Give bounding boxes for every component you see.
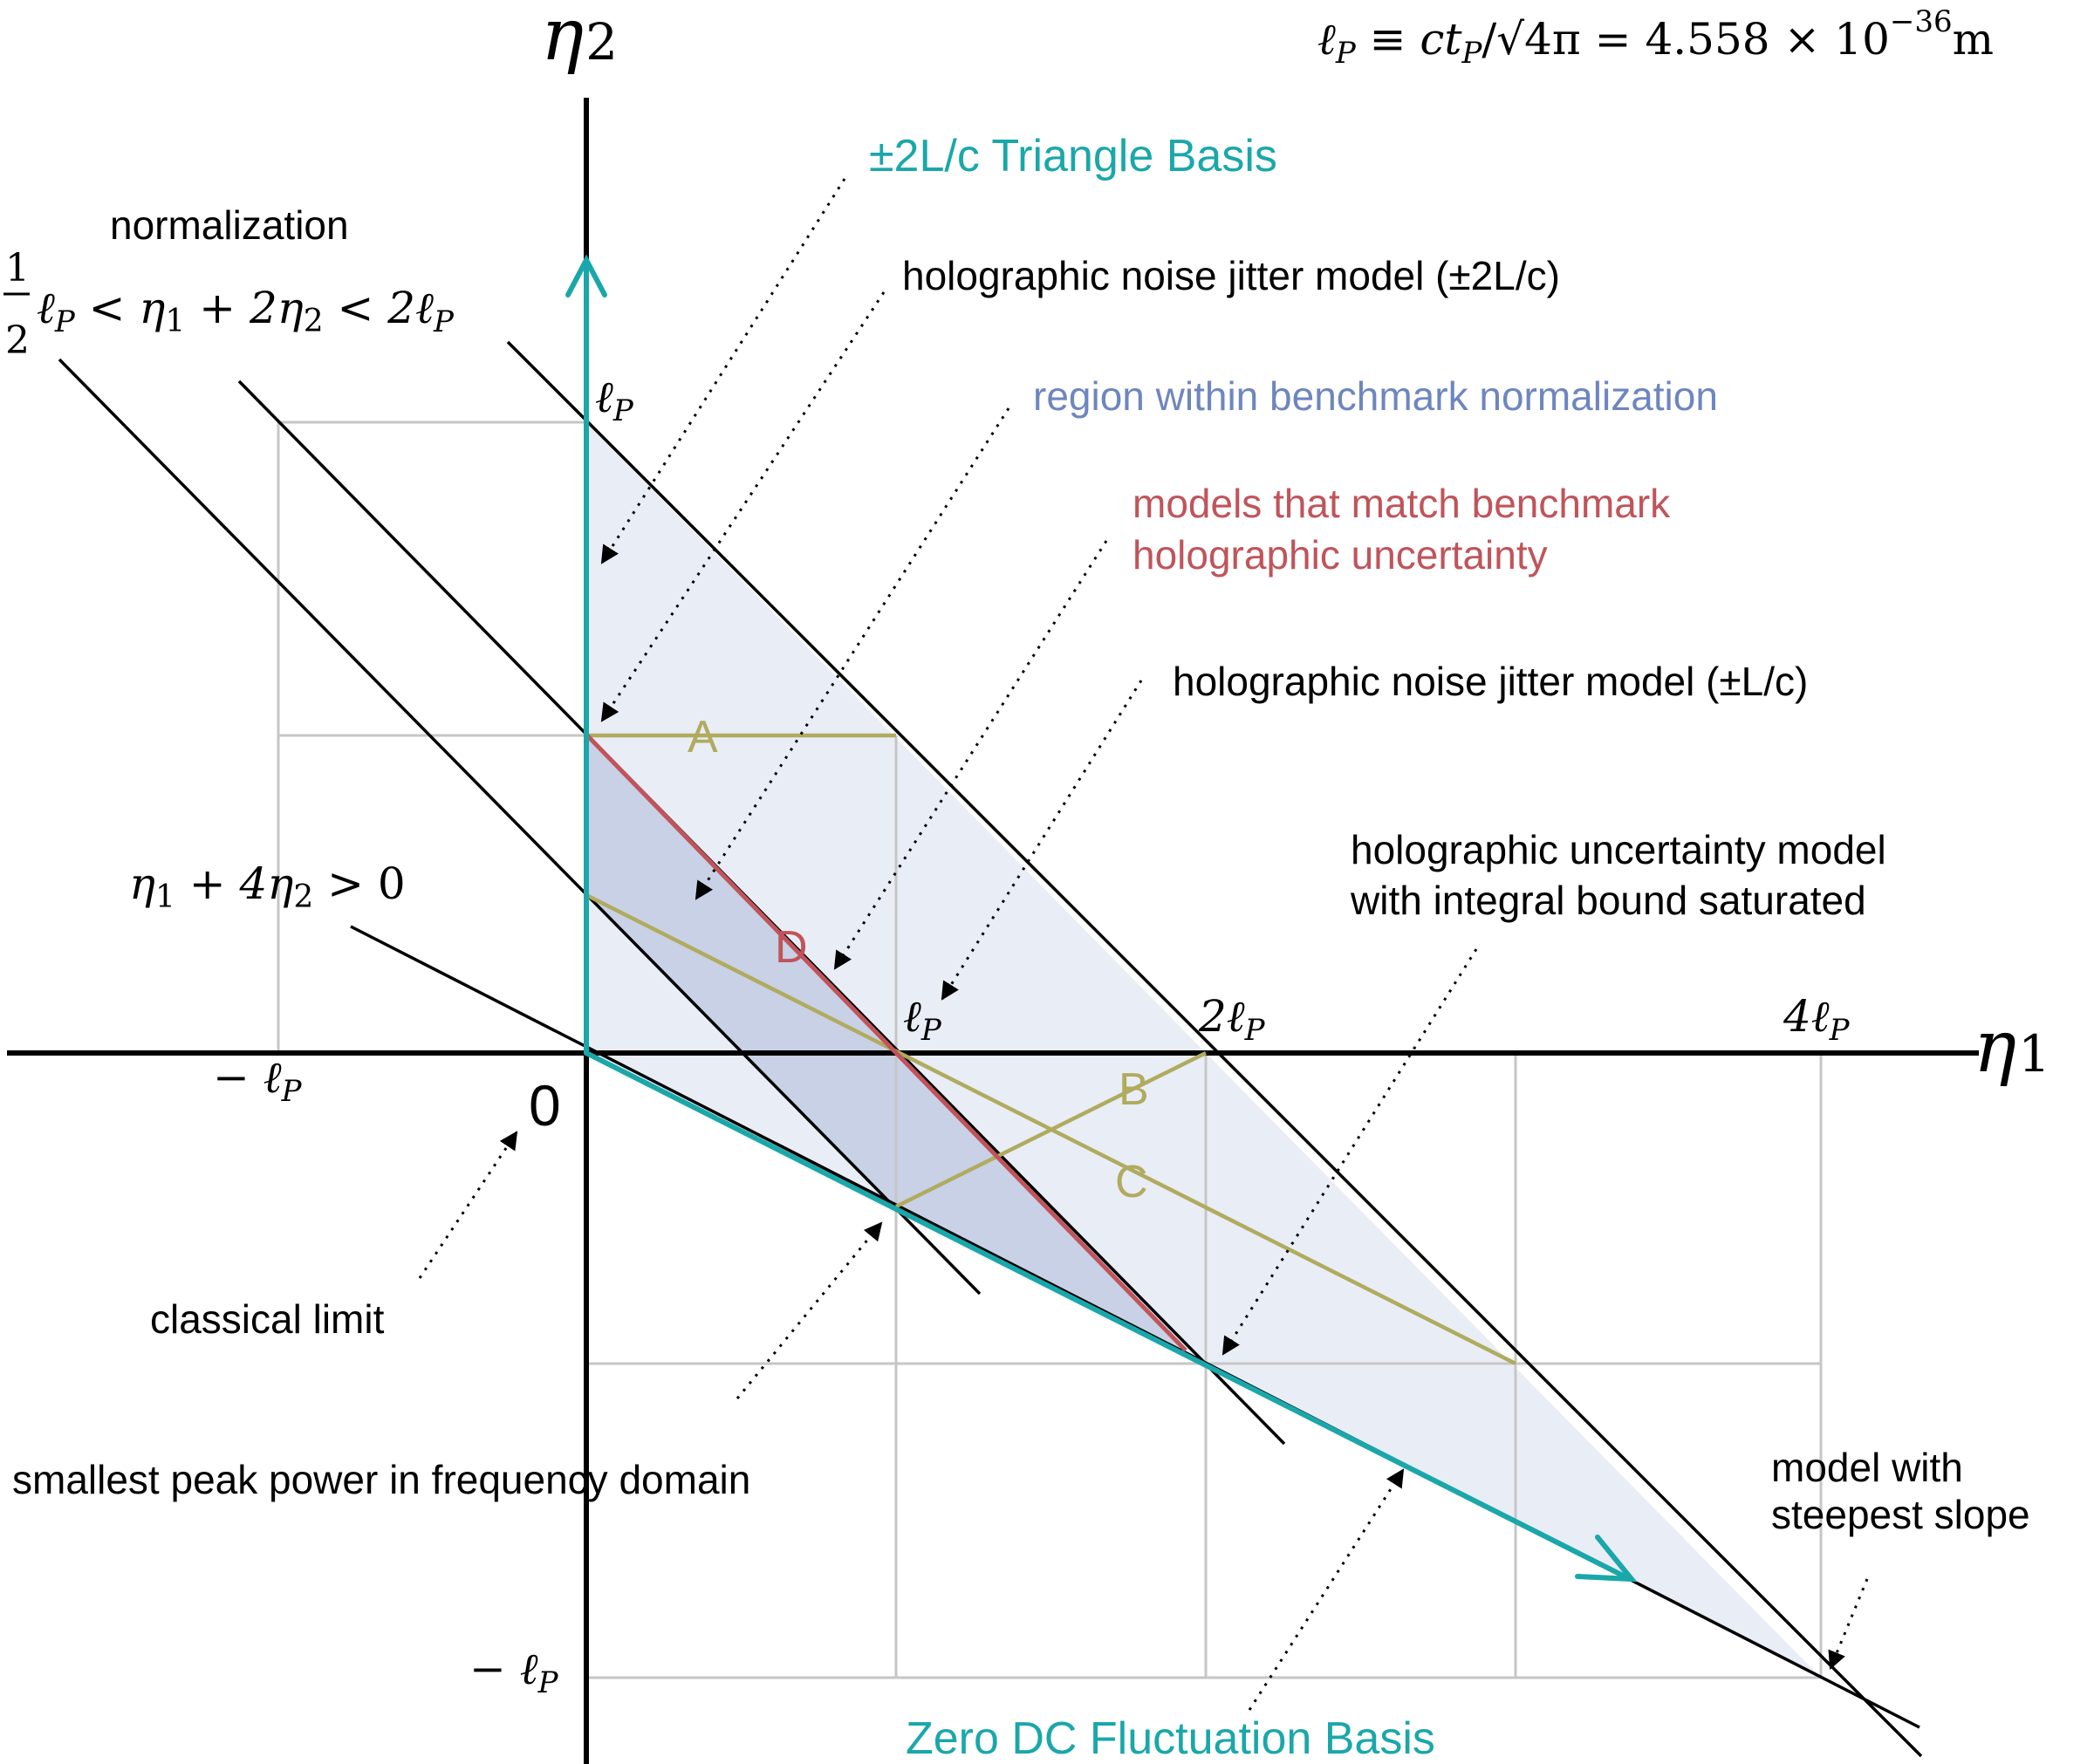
model-line-c: [585, 892, 1517, 1366]
annotation-arrow-smallest-peak: [736, 1221, 883, 1399]
uncertainty-model-label-line2: with integral bound saturated: [1350, 878, 1866, 923]
model-line-d: [585, 733, 1187, 1352]
matching-models-label-line2: holographic uncertainty: [1133, 532, 1548, 578]
point-c-label: C: [1115, 1157, 1148, 1207]
tick-x-4lp: 4ℓP: [1783, 991, 1851, 1048]
point-a-label: A: [688, 712, 718, 762]
point-b-label: B: [1119, 1064, 1149, 1115]
grid: [277, 420, 1823, 1679]
tick-x-2lp: 2ℓP: [1198, 991, 1266, 1048]
normalization-fraction-numerator: 1: [5, 246, 30, 291]
normalization-fraction-denominator: 2: [5, 318, 30, 363]
normalization-label: normalization: [110, 202, 349, 248]
steepest-slope-label-line2: steepest slope: [1771, 1492, 2030, 1537]
annotation-arrow-triangle-basis: [600, 178, 846, 564]
tick-x-neg-lp: − ℓP: [213, 1052, 303, 1109]
tick-y-lp: ℓP: [595, 372, 634, 428]
lower-normalization-line: [58, 358, 982, 1296]
annotation-arrow-zero-dc: [1248, 1468, 1405, 1711]
tick-x-lp: ℓP: [903, 991, 942, 1048]
x-axis-label: η1: [1974, 1006, 2050, 1089]
jitter-2l-label: holographic noise jitter model (±2L/c): [902, 253, 1560, 298]
zero-dc-basis-arrowhead: [1575, 1535, 1638, 1583]
region-normalization-label: region within benchmark normalization: [1033, 373, 1718, 419]
annotation-arrow-region: [695, 407, 1010, 900]
origin-label: 0: [529, 1073, 561, 1138]
zero-dc-basis-arrow: [584, 1050, 1632, 1582]
zero-dc-basis-label: Zero DC Fluctuation Basis: [906, 1713, 1435, 1764]
triangle-basis-arrowhead: [565, 254, 607, 297]
triangle-basis-label: ±2L/c Triangle Basis: [869, 131, 1277, 181]
tick-y-neg-lp: − ℓP: [469, 1644, 559, 1700]
annotation-arrow-steepest: [1828, 1578, 1869, 1670]
jitter-l-label: holographic noise jitter model (±L/c): [1173, 659, 1808, 704]
classical-limit-label: classical limit: [150, 1296, 385, 1342]
upper-normalization-line: [506, 340, 1923, 1758]
positivity-inequality: η1 + 4η2 > 0: [129, 858, 406, 915]
y-axis-label: η2: [541, 0, 618, 77]
normalization-inequality: ℓP < η1 + 2η2 < 2ℓP: [37, 283, 455, 339]
planck-length-definition: ℓP ≡ ctP/√4π = 4.558 × 10−36m: [1317, 4, 1994, 71]
smallest-peak-label: smallest peak power in frequency domain: [12, 1457, 750, 1502]
annotation-arrow-classical: [418, 1131, 518, 1279]
point-d-label: D: [775, 922, 808, 973]
matching-models-label-line1: models that match benchmark: [1133, 481, 1671, 526]
uncertainty-model-label-line1: holographic uncertainty model: [1351, 827, 1886, 872]
steepest-slope-label-line1: model with: [1771, 1445, 1963, 1490]
